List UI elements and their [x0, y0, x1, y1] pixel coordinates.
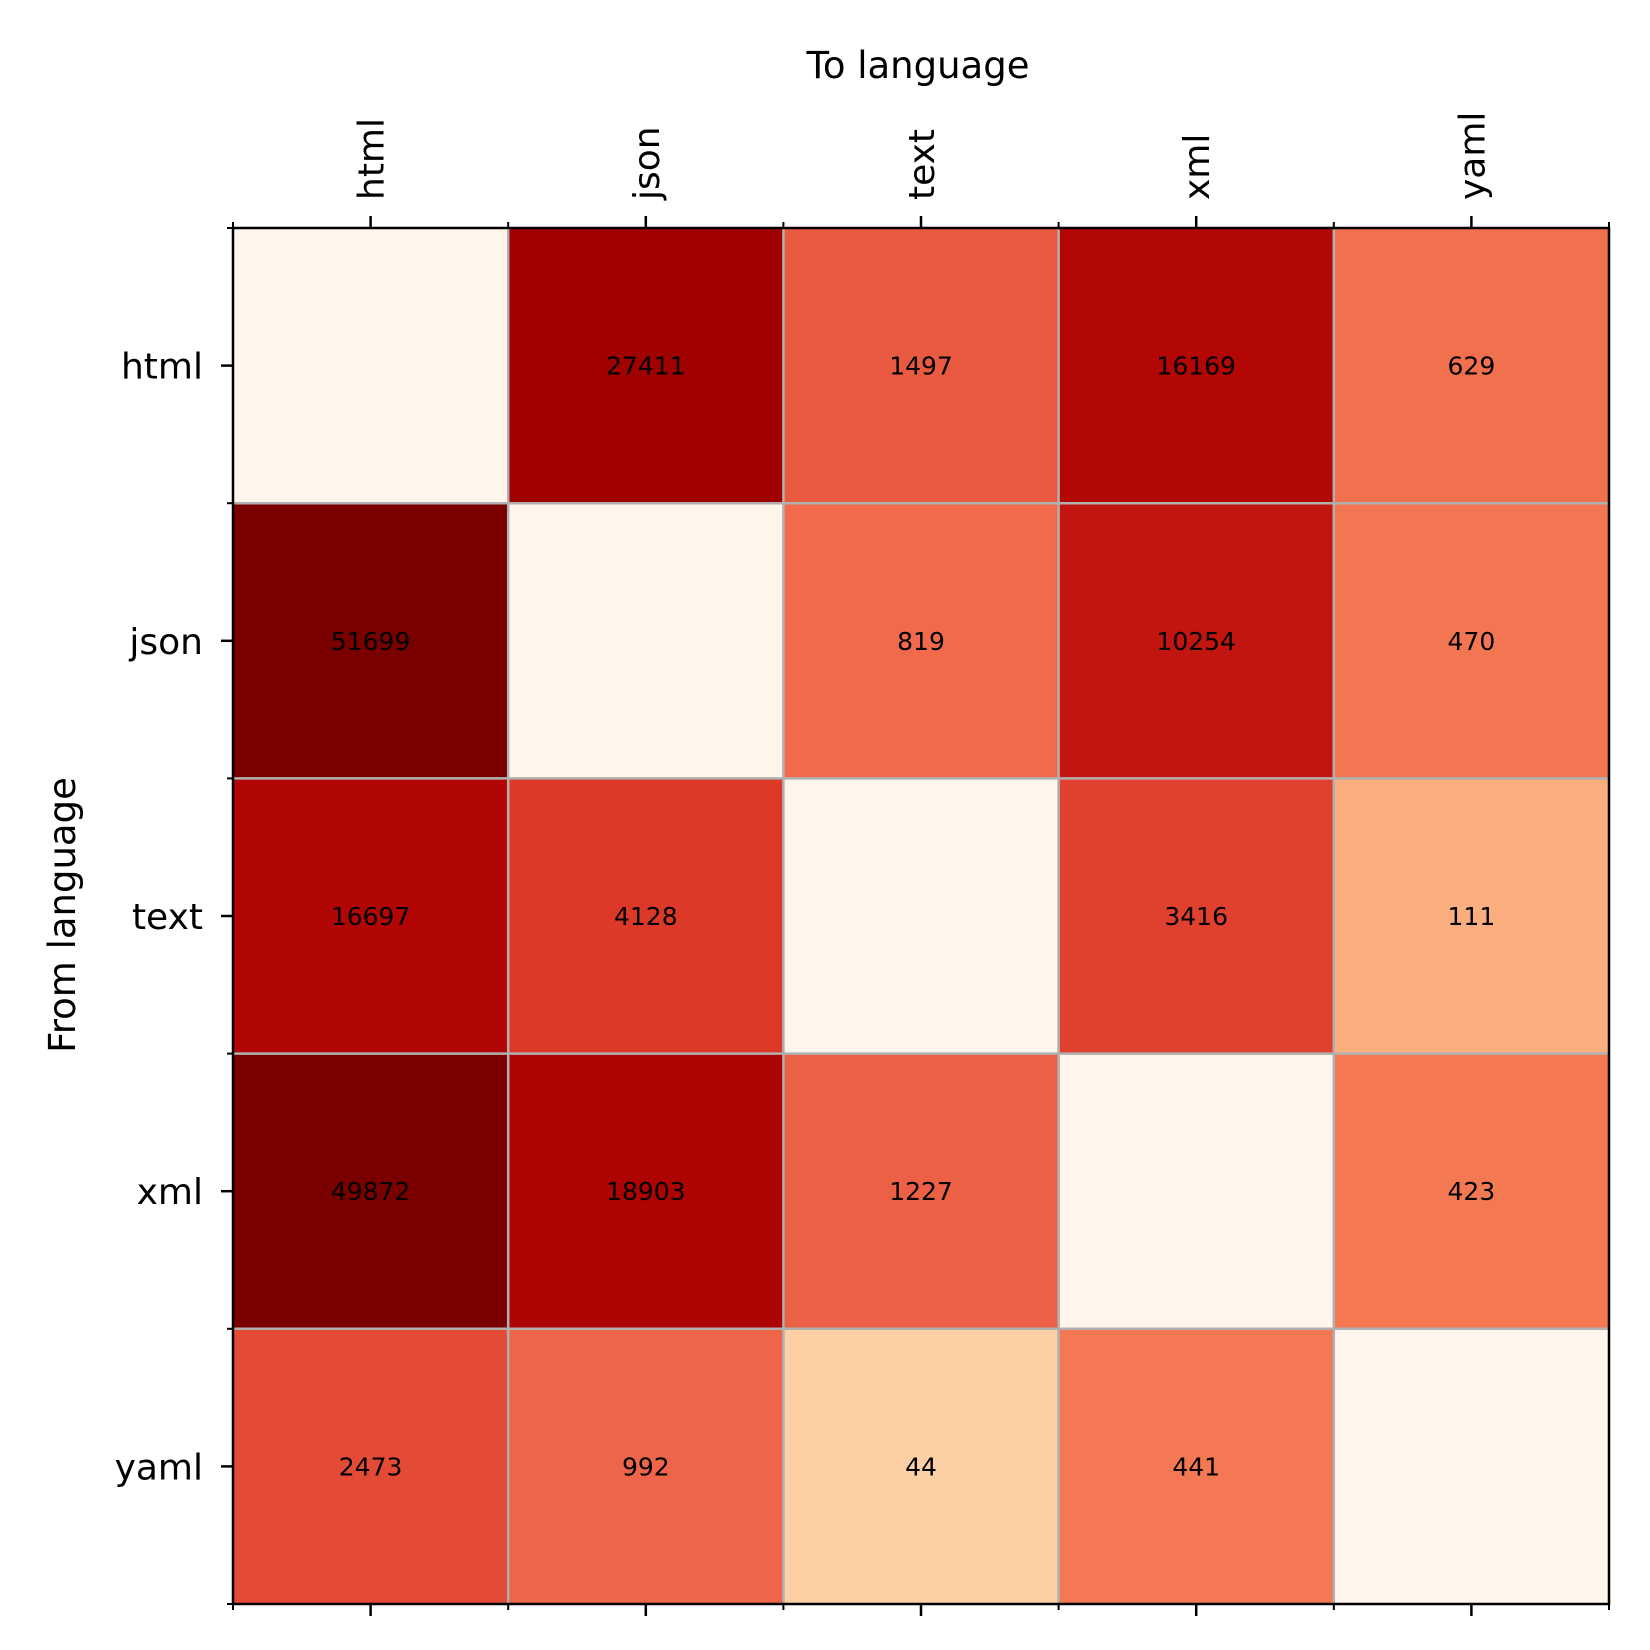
heatmap-cell-html-to-json	[508, 228, 784, 504]
heatmap-cell-text-to-html	[233, 778, 509, 1054]
y-tick-label-yaml: yaml	[115, 1447, 203, 1488]
cell-value-label: 1497	[889, 352, 953, 381]
cell-value-label: 423	[1448, 1177, 1496, 1206]
heatmap-cells: 27411 1497 16169 629 51699 819 10254 470 16697 41…	[233, 228, 1609, 1604]
cell-value-label: 1227	[889, 1177, 953, 1206]
heatmap-cell-yaml-to-yaml	[1333, 1328, 1609, 1604]
heatmap-cell-text-to-yaml	[1333, 778, 1609, 1054]
heatmap-cell-text-to-xml	[1058, 778, 1334, 1054]
cell-value-label: 18903	[606, 1177, 686, 1206]
heatmap-cell-json-to-html	[233, 503, 509, 779]
y-tick-labels: html json text xml yaml	[115, 347, 203, 1489]
y-tick-label-xml: xml	[137, 1172, 203, 1213]
x-tick-label-html: html	[352, 118, 393, 200]
cell-value-label: 27411	[606, 352, 686, 381]
cell-value-label: 2473	[339, 1452, 403, 1481]
y-axis-title: From language	[41, 777, 84, 1053]
heatmap-cell-xml-to-yaml	[1333, 1053, 1609, 1329]
heatmap-cell-html-to-text	[783, 228, 1059, 504]
heatmap-cell-text-to-text	[783, 778, 1059, 1054]
heatmap-cell-yaml-to-json	[508, 1328, 784, 1604]
x-tick-label-text: text	[902, 129, 943, 200]
x-tick-label-yaml: yaml	[1452, 112, 1493, 200]
cell-value-label: 819	[897, 627, 945, 656]
cell-value-label: 441	[1172, 1452, 1220, 1481]
x-axis-title: To language	[806, 44, 1030, 87]
heatmap-cell-html-to-xml	[1058, 228, 1334, 504]
heatmap-cell-text-to-json	[508, 778, 784, 1054]
cell-value-label: 629	[1448, 352, 1496, 381]
heatmap-cell-xml-to-json	[508, 1053, 784, 1329]
cell-value-label: 4128	[614, 902, 678, 931]
cell-value-label: 16169	[1156, 352, 1236, 381]
heatmap-cell-html-to-yaml	[1333, 228, 1609, 504]
heatmap-cell-yaml-to-xml	[1058, 1328, 1334, 1604]
y-tick-label-text: text	[132, 897, 203, 938]
heatmap-cell-html-to-html	[233, 228, 509, 504]
cell-value-label: 3416	[1164, 902, 1228, 931]
grid-lines	[233, 228, 1609, 1604]
heatmap-cell-json-to-yaml	[1333, 503, 1609, 779]
y-tick-label-json: json	[128, 622, 203, 663]
cell-value-label: 51699	[331, 627, 411, 656]
x-tick-labels: html json text xml yaml	[352, 112, 1494, 201]
heatmap-cell-xml-to-html	[233, 1053, 509, 1329]
heatmap-cell-json-to-json	[508, 503, 784, 779]
heatmap-cell-xml-to-text	[783, 1053, 1059, 1329]
cell-value-label: 992	[622, 1452, 670, 1481]
heatmap-cell-yaml-to-html	[233, 1328, 509, 1604]
cell-value-label: 111	[1448, 902, 1496, 931]
heatmap-cell-json-to-text	[783, 503, 1059, 779]
heatmap-cell-yaml-to-text	[783, 1328, 1059, 1604]
cell-value-label: 44	[905, 1452, 937, 1481]
heatmap-cell-xml-to-xml	[1058, 1053, 1334, 1329]
heatmap-cell-json-to-xml	[1058, 503, 1334, 779]
x-tick-label-json: json	[627, 126, 668, 201]
axis-ticks	[221, 216, 1610, 1616]
y-tick-label-html: html	[121, 347, 203, 388]
cell-value-label: 16697	[331, 902, 411, 931]
x-tick-label-xml: xml	[1177, 134, 1218, 200]
cell-value-label: 470	[1448, 627, 1496, 656]
cell-value-label: 49872	[331, 1177, 411, 1206]
cell-value-label: 10254	[1156, 627, 1236, 656]
